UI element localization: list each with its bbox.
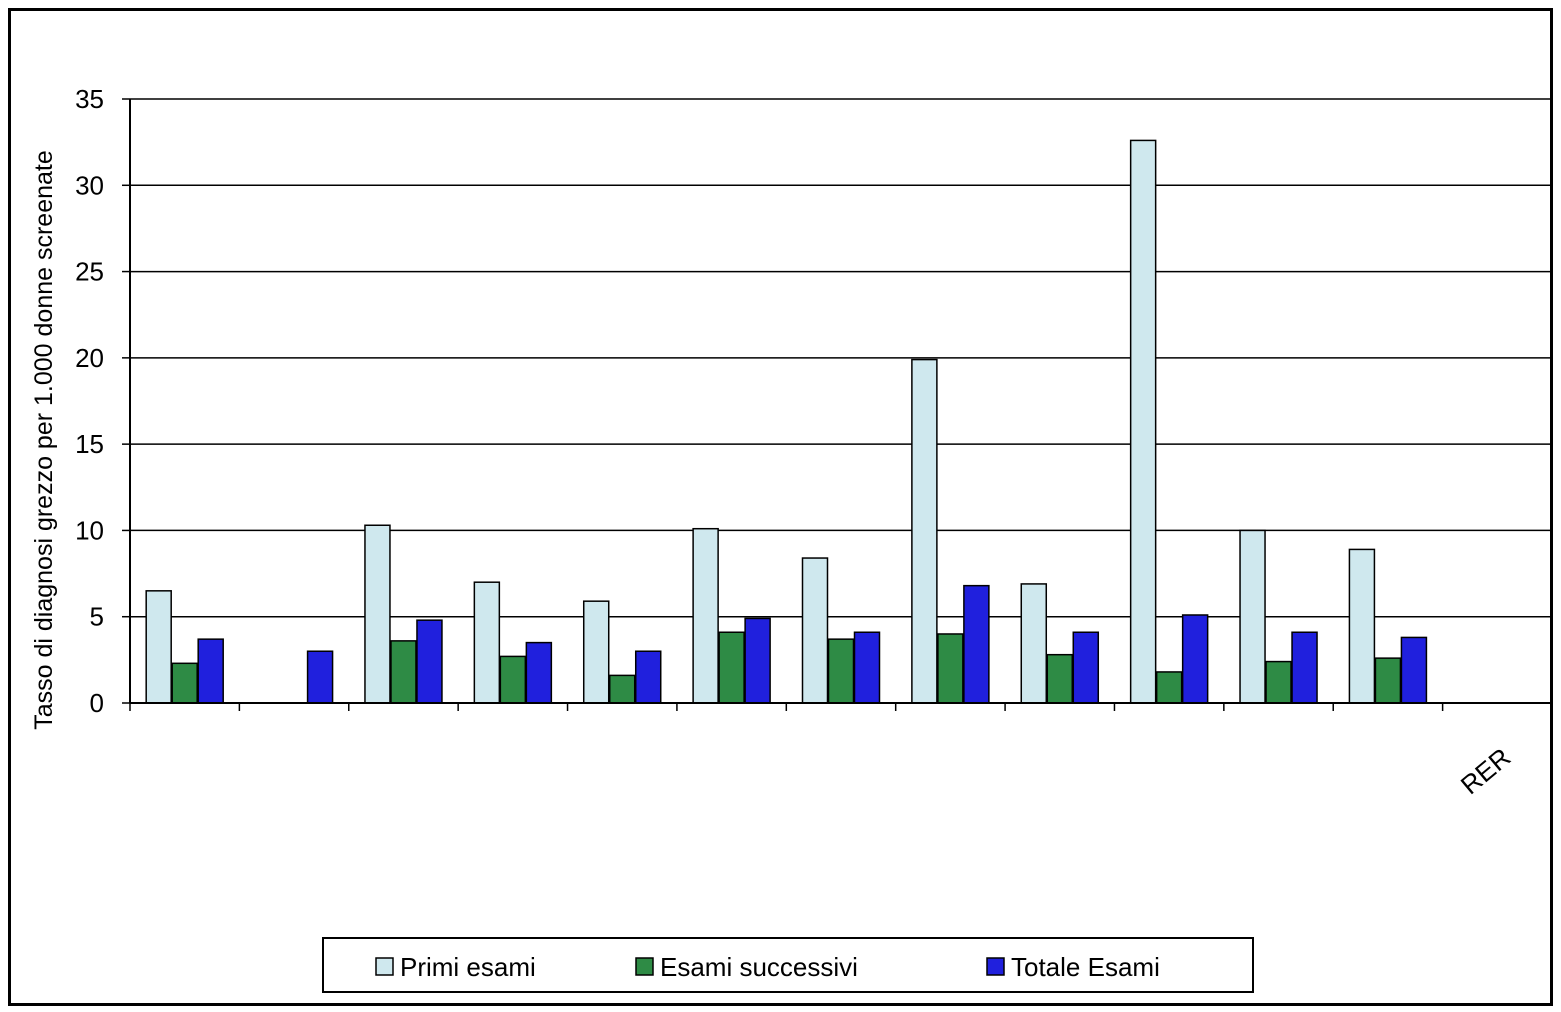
bar-primi-esami: [1348, 548, 1376, 704]
bar-esami-successivi: [171, 662, 198, 704]
bar-primi-esami: [473, 581, 501, 704]
bar-esami-successivi: [608, 674, 636, 704]
bar-totale-esami: [1072, 631, 1100, 704]
bar-esami-successivi: [827, 638, 855, 704]
legend: Primi esami Esami successivi Totale Esami: [322, 937, 1254, 993]
y-axis-label: Tasso di diagnosi grezzo per 1.000 donne…: [30, 150, 58, 730]
y-tick-label: 35: [75, 84, 104, 114]
bar-totale-esami: [1291, 631, 1318, 704]
legend-label: Totale Esami: [1011, 952, 1160, 982]
bar-esami-successivi: [1374, 657, 1402, 704]
legend-box: [322, 937, 1254, 993]
legend-swatch: [635, 957, 654, 976]
bar-esami-successivi: [1046, 653, 1074, 704]
legend-label: Primi esami: [400, 952, 536, 982]
y-tick-label: 5: [90, 602, 104, 632]
bar-totale-esami: [306, 650, 334, 704]
bar-esami-successivi: [1265, 660, 1292, 704]
bar-primi-esami: [801, 557, 829, 704]
bar-primi-esami: [145, 590, 172, 704]
legend-label: Esami successivi: [660, 952, 858, 982]
x-tick-label: RER: [1455, 742, 1516, 800]
bar-totale-esami: [525, 641, 553, 704]
axes: [122, 98, 1553, 711]
bar-esami-successivi: [499, 655, 527, 704]
bar-totale-esami: [853, 631, 881, 704]
bar-primi-esami: [911, 358, 938, 704]
bar-totale-esami: [1181, 614, 1209, 704]
bars: [145, 139, 1428, 704]
bar-esami-successivi: [718, 631, 745, 704]
chart-frame: [8, 8, 1553, 1006]
bar-totale-esami: [744, 617, 771, 704]
legend-swatch: [375, 957, 394, 976]
legend-items: Primi esami Esami successivi Totale Esami: [375, 952, 1160, 982]
gridlines: [130, 98, 1552, 618]
bar-primi-esami: [1020, 583, 1048, 704]
bar-esami-successivi: [1155, 671, 1183, 704]
bar-totale-esami: [963, 584, 990, 704]
bar-primi-esami: [1239, 529, 1266, 704]
y-tick-label: 10: [75, 515, 104, 545]
bar-primi-esami: [582, 600, 610, 704]
bar-primi-esami: [692, 527, 719, 704]
y-tick-label: 20: [75, 343, 104, 373]
bar-totale-esami: [197, 638, 224, 704]
y-tick-label: 30: [75, 170, 104, 200]
bar-primi-esami: [364, 524, 391, 704]
y-tick-label: 0: [90, 688, 104, 718]
y-tick-label: 25: [75, 257, 104, 287]
legend-swatch: [986, 957, 1005, 976]
bar-totale-esami: [634, 650, 662, 704]
y-tick-label: 15: [75, 429, 104, 459]
bar-totale-esami: [416, 619, 443, 704]
bar-esami-successivi: [937, 633, 964, 704]
bar-totale-esami: [1400, 636, 1428, 704]
bar-esami-successivi: [390, 640, 417, 704]
bar-primi-esami: [1129, 139, 1157, 704]
